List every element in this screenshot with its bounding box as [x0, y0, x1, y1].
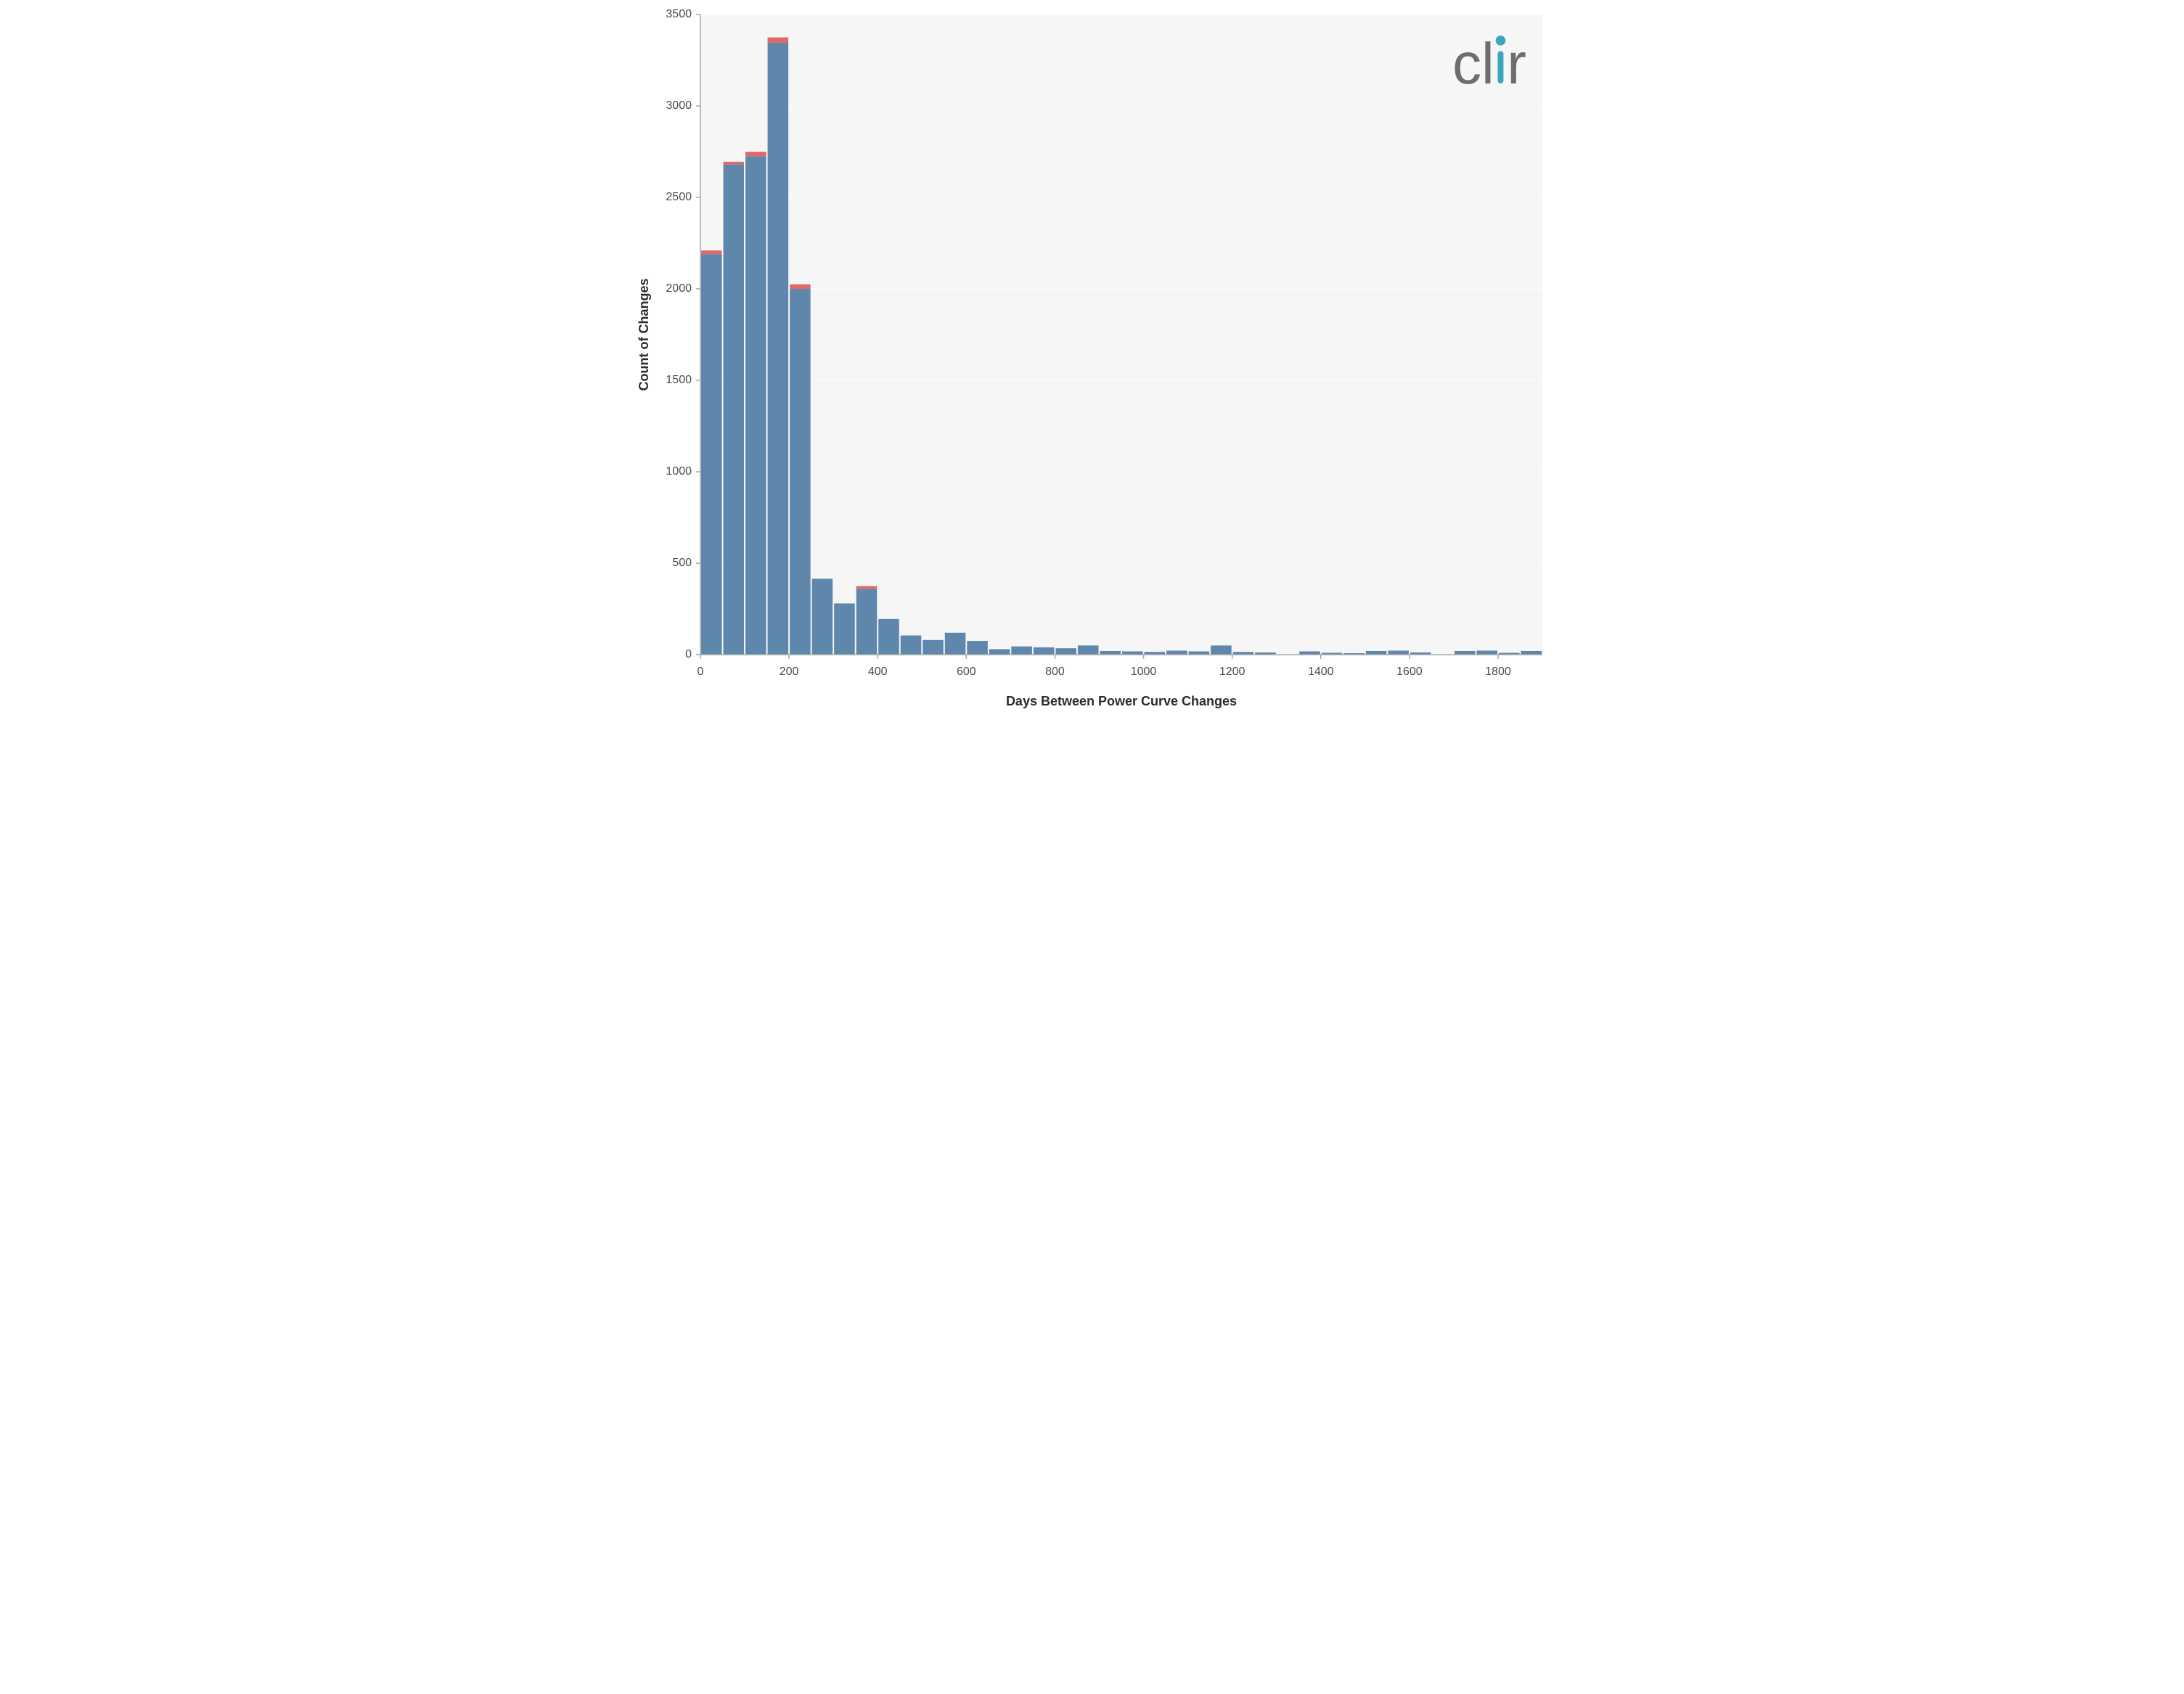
y-tick-label: 1500 [666, 374, 692, 386]
histogram-bar [856, 589, 877, 655]
y-tick-label: 1000 [666, 465, 692, 478]
histogram-bar [1166, 650, 1187, 655]
histogram-bar [745, 156, 766, 655]
histogram-bar [967, 641, 988, 655]
histogram-bar [811, 578, 833, 655]
svg-text:c: c [1452, 31, 1480, 96]
y-tick-label: 3500 [666, 8, 692, 20]
histogram-bar [989, 649, 1010, 655]
histogram-bar [767, 43, 788, 655]
histogram-bar [834, 603, 855, 655]
histogram-bar [1454, 651, 1475, 655]
x-tick-label: 1000 [1130, 666, 1156, 678]
y-tick-label: 500 [672, 557, 692, 569]
y-tick-label: 0 [685, 648, 692, 660]
histogram-bar-secondary [701, 250, 722, 254]
histogram-bar [1055, 648, 1076, 655]
svg-text:l: l [1481, 31, 1493, 96]
histogram-bar [1011, 647, 1032, 655]
histogram-bar [1476, 650, 1497, 655]
y-tick-label: 2500 [666, 191, 692, 203]
x-tick-label: 0 [697, 666, 703, 678]
x-axis-label: Days Between Power Curve Changes [1005, 694, 1236, 708]
x-tick-label: 1400 [1307, 666, 1333, 678]
histogram-bar-secondary [790, 285, 811, 289]
histogram-bar [1033, 647, 1054, 655]
clir-logo: clr [1452, 31, 1526, 96]
x-tick-label: 1600 [1396, 666, 1423, 678]
histogram-bar [1077, 645, 1098, 655]
histogram-chart: 0 500 1000 1500 2000 2500 3000 3500 0 200 400 600 80… [628, 0, 1557, 720]
y-axis-label: Count of Changes [637, 279, 651, 391]
svg-text:r: r [1507, 31, 1526, 96]
histogram-bar [944, 633, 965, 655]
chart-container: 0 500 1000 1500 2000 2500 3000 3500 0 200 400 600 80… [628, 0, 1557, 720]
histogram-bar-secondary [767, 38, 788, 44]
y-tick-label: 3000 [666, 99, 692, 112]
x-tick-label: 200 [779, 666, 798, 678]
histogram-bar [878, 619, 899, 655]
histogram-bar [790, 289, 811, 655]
x-tick-label: 800 [1045, 666, 1065, 678]
x-tick-label: 400 [867, 666, 887, 678]
histogram-bar [1388, 650, 1409, 655]
x-tick-label: 1200 [1219, 666, 1245, 678]
histogram-bar [1365, 651, 1386, 655]
histogram-bar-secondary [856, 586, 877, 589]
x-tick-label: 600 [956, 666, 976, 678]
histogram-bar [723, 165, 744, 655]
histogram-bar [923, 640, 944, 655]
histogram-bar [701, 254, 722, 655]
x-tick-label: 1800 [1485, 666, 1511, 678]
histogram-bar [1211, 645, 1232, 655]
histogram-bar [900, 636, 921, 655]
histogram-bar [1521, 651, 1542, 655]
histogram-bar-secondary [745, 152, 766, 156]
histogram-bar-secondary [723, 162, 744, 165]
histogram-bar [1100, 651, 1121, 655]
y-tick-label: 2000 [666, 282, 692, 295]
